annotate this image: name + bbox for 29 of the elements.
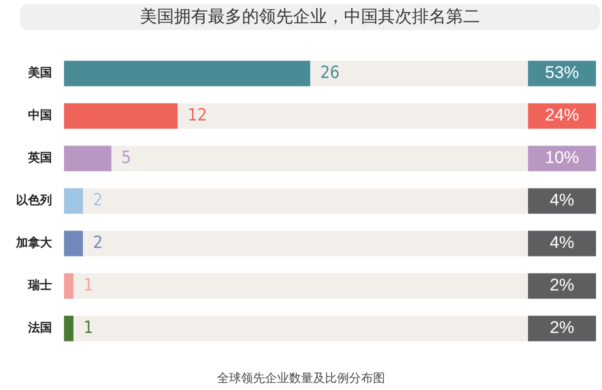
- y-tick-label: 中国: [28, 108, 52, 122]
- bar: [64, 273, 74, 299]
- y-tick-label: 美国: [27, 66, 52, 80]
- y-tick-label: 法国: [27, 320, 52, 335]
- text: 4%: [550, 233, 574, 252]
- text: 53%: [544, 63, 580, 82]
- text: 全球领先企业数量及比例分布图: [216, 370, 386, 387]
- bar: [64, 103, 178, 129]
- y-tick-label: 以色列: [16, 193, 52, 208]
- text: 10%: [544, 148, 580, 168]
- y-tick-label: 瑞士: [27, 278, 52, 292]
- text: 24%: [544, 106, 580, 125]
- data-label: 26: [320, 62, 340, 83]
- bar: [64, 316, 74, 342]
- data-label: 2: [92, 190, 103, 210]
- data-label: 5: [121, 148, 132, 168]
- y-tick-label: 英国: [27, 150, 52, 165]
- data-label: 1: [83, 275, 94, 296]
- text: 2%: [550, 318, 574, 338]
- data-label: 12: [188, 105, 208, 126]
- chart-title: 美国拥有最多的领先企业，中国其次排名第二: [20, 4, 600, 30]
- bar: [64, 230, 83, 256]
- text: 4%: [550, 190, 574, 210]
- bar: [64, 188, 83, 214]
- data-label: 1: [83, 318, 94, 338]
- text: 2%: [550, 276, 574, 295]
- bar: [64, 146, 112, 172]
- data-label: 2: [92, 232, 103, 253]
- y-tick-label: 加拿大: [15, 236, 53, 250]
